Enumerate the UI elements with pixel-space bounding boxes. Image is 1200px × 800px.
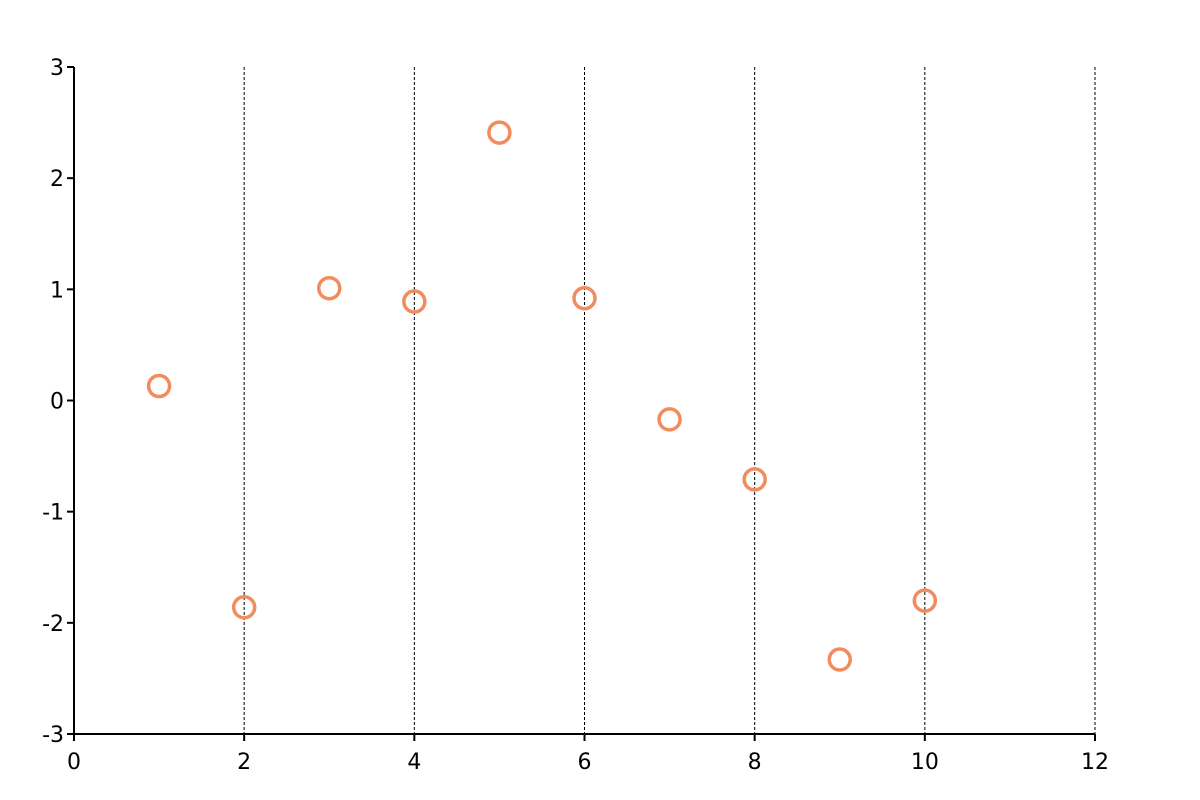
- y-axis-ticks: -3 -2 -1 0 1 2 3: [42, 56, 74, 748]
- y-tick-label: -2: [42, 612, 64, 637]
- data-point: [231, 595, 257, 620]
- x-tick-label: 4: [407, 750, 421, 775]
- data-point: [402, 289, 427, 314]
- x-tick-label: 10: [911, 750, 939, 775]
- data-point: [742, 467, 767, 492]
- data-point: [572, 285, 597, 311]
- data-point: [487, 120, 512, 145]
- data-point: [827, 647, 852, 672]
- x-tick-label: 2: [237, 750, 251, 775]
- grid-lines: [243, 67, 1096, 734]
- x-tick-label: 6: [578, 750, 592, 775]
- data-point: [657, 407, 682, 432]
- y-tick-label: 3: [50, 56, 64, 81]
- y-tick-label: 2: [50, 167, 64, 192]
- y-tick-label: -3: [42, 723, 64, 748]
- data-point: [912, 588, 938, 613]
- data-point: [146, 373, 172, 399]
- y-tick-label: 0: [50, 390, 64, 415]
- x-tick-label: 8: [748, 750, 762, 775]
- x-axis-ticks: 0 2 4 6 8 10 12: [67, 734, 1109, 775]
- x-tick-label: 12: [1081, 750, 1109, 775]
- data-point: [317, 275, 342, 301]
- y-tick-label: 1: [50, 278, 64, 303]
- data-points: [146, 120, 938, 672]
- y-tick-label: -1: [42, 501, 64, 526]
- x-tick-label: 0: [67, 750, 81, 775]
